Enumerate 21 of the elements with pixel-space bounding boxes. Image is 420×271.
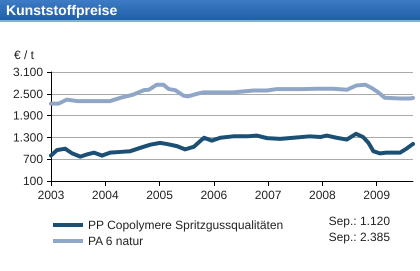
x-tick-label: 2006 [200,188,228,202]
y-tick-label: 3.100 [12,65,44,79]
x-tick-label: 2003 [38,188,65,202]
x-tick-label: 2005 [146,188,174,202]
line-series [49,132,415,159]
x-tick-label: 2009 [363,188,390,202]
y-tick-label: 1.300 [12,130,44,144]
x-tick-label: 2004 [92,188,119,202]
y-tick-label: 100 [22,174,44,188]
y-tick-label: 1.900 [12,108,44,123]
text: Sep.: 2.385 [328,230,390,244]
chart-title: Kunststoffpreise [0,0,420,22]
line-series [49,82,415,106]
y-tick-label: 2.500 [12,86,44,101]
y-tick-label: 700 [22,152,44,166]
legend-label: PP Copolymere Spritzgussqualitäten [88,218,284,232]
x-tick-label: 2007 [254,188,282,202]
x-tick-label: 2008 [309,188,336,202]
legend-label: PA 6 natur [88,234,144,248]
text: Sep.: 1.120 [328,214,390,228]
y-axis-title: € / t [14,48,35,62]
